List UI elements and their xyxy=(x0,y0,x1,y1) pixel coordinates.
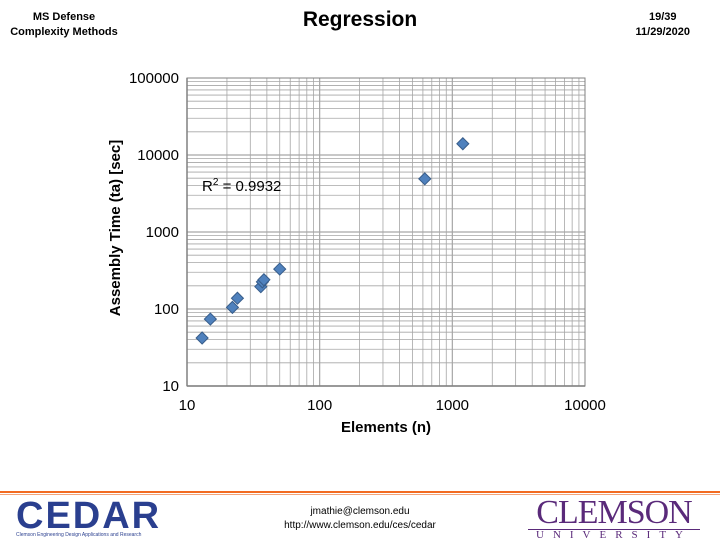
header-line-1: MS Defense xyxy=(32,11,96,23)
cedar-logo: CEDAR Clemson Engineering Design Applica… xyxy=(14,496,162,540)
cedar-logo-wordmark: CEDAR xyxy=(16,495,162,537)
data-point-marker xyxy=(456,137,470,151)
x-tick-label: 1000 xyxy=(436,397,469,414)
y-tick-label: 100 xyxy=(154,301,179,318)
data-point-marker xyxy=(257,273,271,287)
x-tick-label: 100 xyxy=(307,397,332,414)
plot-area-frame xyxy=(186,77,586,387)
contact-email: jmathie@clemson.edu xyxy=(310,506,410,517)
y-tick-label: 10 xyxy=(162,378,179,395)
y-tick-label: 1000 xyxy=(146,224,179,241)
x-tick-label: 10000 xyxy=(564,397,606,414)
data-points xyxy=(195,137,470,345)
r2-value: = 0.9932 xyxy=(218,178,281,195)
y-axis-title: Assembly Time (ta) [sec] xyxy=(107,140,124,316)
slide-number: 19/39 xyxy=(649,11,677,23)
x-axis-title: Elements (n) xyxy=(341,419,431,436)
r-squared-annotation: R2 = 0.9932 xyxy=(202,177,281,195)
tick-labels: 10 100 1000 10000 10 100 1000 10000 100000 xyxy=(129,70,606,414)
r2-prefix: R xyxy=(202,178,213,195)
y-tick-label: 100000 xyxy=(129,70,179,87)
header-course-title: MS Defense Complexity Methods xyxy=(4,10,124,40)
x-tick-label: 10 xyxy=(179,397,196,414)
slide-date: 11/29/2020 xyxy=(635,26,690,38)
clemson-logo-wordmark: CLEMSON xyxy=(536,494,692,531)
data-point-marker xyxy=(203,312,218,326)
y-tick-label: 10000 xyxy=(137,147,179,164)
data-point-marker xyxy=(273,262,287,276)
scatter-chart: 10 100 1000 10000 10 100 1000 10000 100000 Eleme… xyxy=(107,70,606,436)
data-point-marker xyxy=(418,172,432,186)
r2-superscript: 2 xyxy=(213,177,219,188)
grid-lines xyxy=(186,78,585,387)
header-slide-info: 19/39 11/29/2020 xyxy=(636,10,690,40)
cedar-logo-tagline: Clemson Engineering Design Applications … xyxy=(16,532,142,538)
data-point-marker xyxy=(230,291,245,305)
contact-url: http://www.clemson.edu/ces/cedar xyxy=(284,520,436,531)
slide-title: Regression xyxy=(302,8,418,31)
clemson-logo: CLEMSON UNIVERSITY xyxy=(524,494,704,541)
clemson-logo-rule xyxy=(528,529,700,530)
footer-rule-secondary xyxy=(0,494,720,495)
footer-rule xyxy=(0,491,720,493)
clemson-logo-subtext: UNIVERSITY xyxy=(536,529,692,541)
data-point-marker xyxy=(195,331,209,345)
header-line-2: Complexity Methods xyxy=(10,26,118,38)
contact-info: jmathie@clemson.edu http://www.clemson.e… xyxy=(210,505,510,533)
data-point-marker xyxy=(225,300,240,315)
